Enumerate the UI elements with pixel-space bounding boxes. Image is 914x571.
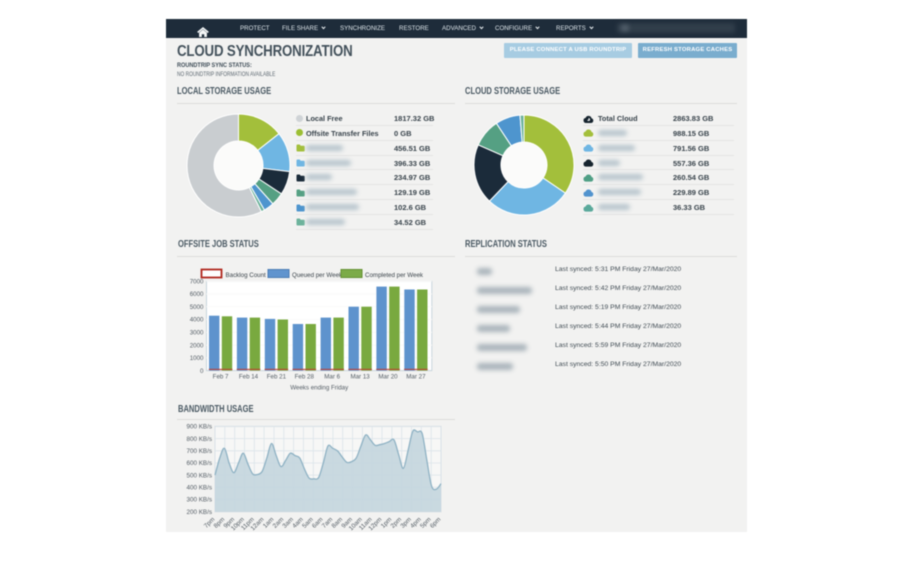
svg-text:900 KB/s: 900 KB/s xyxy=(186,424,212,431)
svg-text:5000: 5000 xyxy=(190,304,204,311)
svg-text:Mar 13: Mar 13 xyxy=(350,374,370,381)
svg-text:Weeks ending Friday: Weeks ending Friday xyxy=(290,385,349,392)
svg-text:6000: 6000 xyxy=(190,291,204,298)
svg-text:Feb 14: Feb 14 xyxy=(239,374,259,381)
svg-text:300 KB/s: 300 KB/s xyxy=(186,497,212,504)
svg-text:Feb 7: Feb 7 xyxy=(213,374,229,381)
svg-text:500 KB/s: 500 KB/s xyxy=(186,472,212,479)
svg-text:Queued per Week: Queued per Week xyxy=(292,272,343,279)
svg-text:200 KB/s: 200 KB/s xyxy=(186,509,212,516)
svg-text:6pm: 6pm xyxy=(429,516,443,530)
svg-text:3000: 3000 xyxy=(190,330,204,337)
svg-text:Mar 6: Mar 6 xyxy=(324,374,340,381)
svg-text:2000: 2000 xyxy=(190,342,204,349)
svg-text:700 KB/s: 700 KB/s xyxy=(186,448,212,455)
svg-text:Mar 20: Mar 20 xyxy=(378,374,398,381)
svg-text:600 KB/s: 600 KB/s xyxy=(186,460,212,467)
svg-text:1000: 1000 xyxy=(190,355,204,362)
svg-text:Feb 21: Feb 21 xyxy=(267,374,287,381)
svg-text:400 KB/s: 400 KB/s xyxy=(186,485,212,492)
svg-text:800 KB/s: 800 KB/s xyxy=(186,436,212,443)
svg-text:7000: 7000 xyxy=(190,278,204,285)
svg-text:0: 0 xyxy=(200,368,204,375)
svg-text:Feb 28: Feb 28 xyxy=(295,374,315,381)
svg-text:Completed per Week: Completed per Week xyxy=(365,272,424,279)
svg-text:Backlog Count: Backlog Count xyxy=(226,272,267,279)
svg-text:4000: 4000 xyxy=(190,317,204,324)
svg-text:Mar 27: Mar 27 xyxy=(406,374,426,381)
